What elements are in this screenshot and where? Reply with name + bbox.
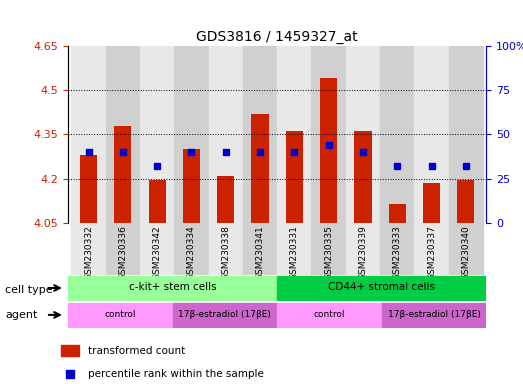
- Text: GSM230333: GSM230333: [393, 225, 402, 280]
- Bar: [449, 46, 483, 223]
- Bar: [277, 46, 312, 223]
- Text: 17β-estradiol (17βE): 17β-estradiol (17βE): [178, 310, 271, 319]
- Bar: [106, 223, 140, 275]
- Bar: [209, 223, 243, 275]
- Title: GDS3816 / 1459327_at: GDS3816 / 1459327_at: [196, 30, 358, 44]
- Text: GSM230340: GSM230340: [461, 225, 470, 280]
- Text: control: control: [105, 310, 136, 319]
- Text: transformed count: transformed count: [88, 346, 185, 356]
- Text: GSM230337: GSM230337: [427, 225, 436, 280]
- Text: cell type: cell type: [5, 285, 53, 295]
- Bar: [183, 149, 200, 223]
- Bar: [217, 175, 234, 223]
- Bar: [72, 223, 106, 275]
- Bar: [106, 46, 140, 223]
- Bar: [243, 223, 277, 275]
- FancyBboxPatch shape: [277, 303, 382, 327]
- Bar: [80, 155, 97, 223]
- FancyBboxPatch shape: [173, 303, 277, 327]
- Text: 17β-estradiol (17βE): 17β-estradiol (17βE): [388, 310, 481, 319]
- Bar: [209, 46, 243, 223]
- Text: GSM230339: GSM230339: [358, 225, 368, 280]
- Bar: [115, 126, 131, 223]
- Bar: [380, 223, 414, 275]
- Text: GSM230334: GSM230334: [187, 225, 196, 280]
- Bar: [380, 46, 414, 223]
- FancyBboxPatch shape: [277, 276, 486, 300]
- Bar: [320, 78, 337, 223]
- Bar: [174, 223, 209, 275]
- FancyBboxPatch shape: [68, 276, 277, 300]
- Text: CD44+ stromal cells: CD44+ stromal cells: [328, 283, 435, 293]
- Text: GSM230331: GSM230331: [290, 225, 299, 280]
- Bar: [61, 345, 79, 356]
- Text: GSM230338: GSM230338: [221, 225, 230, 280]
- Bar: [389, 204, 406, 223]
- Bar: [346, 223, 380, 275]
- Bar: [355, 131, 371, 223]
- Bar: [312, 46, 346, 223]
- Bar: [72, 46, 106, 223]
- Bar: [149, 180, 166, 223]
- Bar: [140, 223, 174, 275]
- Text: control: control: [314, 310, 345, 319]
- Text: GSM230341: GSM230341: [256, 225, 265, 280]
- FancyBboxPatch shape: [382, 303, 486, 327]
- Text: agent: agent: [5, 310, 38, 320]
- FancyBboxPatch shape: [68, 303, 173, 327]
- Bar: [140, 46, 174, 223]
- Bar: [277, 223, 312, 275]
- Bar: [449, 223, 483, 275]
- Bar: [286, 131, 303, 223]
- Text: GSM230342: GSM230342: [153, 225, 162, 280]
- Bar: [423, 183, 440, 223]
- Bar: [414, 46, 449, 223]
- Bar: [312, 223, 346, 275]
- Text: c-kit+ stem cells: c-kit+ stem cells: [129, 283, 217, 293]
- Text: GSM230335: GSM230335: [324, 225, 333, 280]
- Text: GSM230336: GSM230336: [118, 225, 128, 280]
- Bar: [243, 46, 277, 223]
- Bar: [252, 114, 269, 223]
- Bar: [414, 223, 449, 275]
- Text: GSM230332: GSM230332: [84, 225, 93, 280]
- Text: percentile rank within the sample: percentile rank within the sample: [88, 369, 264, 379]
- Bar: [457, 180, 474, 223]
- Bar: [174, 46, 209, 223]
- Bar: [346, 46, 380, 223]
